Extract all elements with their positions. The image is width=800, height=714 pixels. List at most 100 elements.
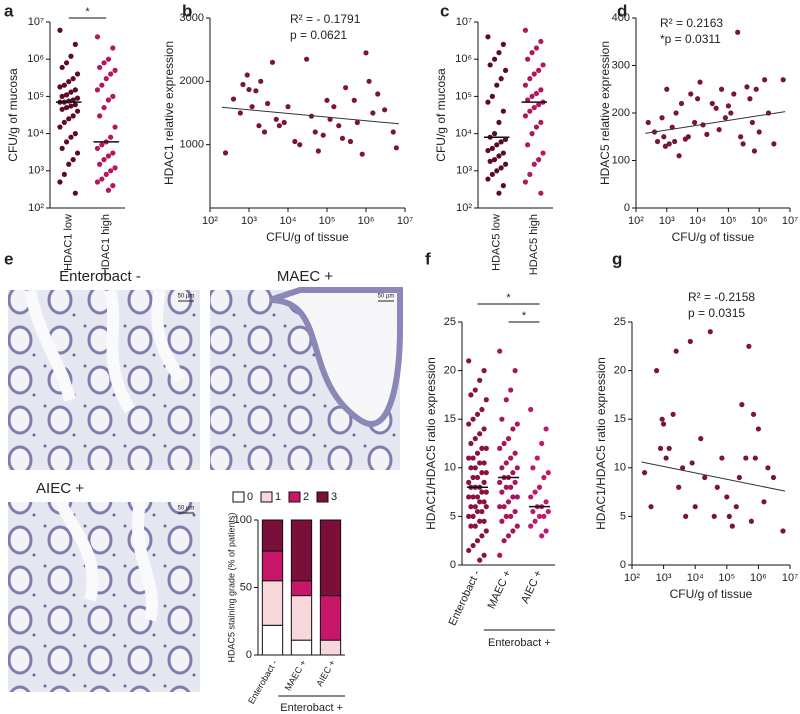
y-tick-label: 10³: [456, 165, 472, 177]
dot: [494, 168, 500, 174]
y-axis-label: HDAC5 relative expression: [598, 41, 612, 185]
dot: [472, 504, 478, 510]
dot: [533, 90, 540, 97]
panel-letter: a: [4, 1, 14, 20]
dot: [722, 115, 729, 121]
dot: [755, 426, 762, 432]
scale-bar-label: 50 µm: [178, 294, 195, 300]
dot: [485, 99, 491, 105]
dot: [494, 82, 500, 88]
panel-letter: g: [612, 249, 622, 268]
y-axis-label: CFU/g of mucosa: [434, 68, 448, 162]
dot: [528, 494, 534, 500]
dot: [697, 79, 703, 85]
dot: [530, 465, 536, 471]
x-tick-label: 10⁴: [687, 572, 704, 584]
dot: [645, 119, 651, 126]
dot: [477, 499, 483, 505]
dot: [491, 131, 498, 137]
dot: [101, 157, 107, 163]
y-axis-label: HDAC5 staining grade (% of patients): [226, 512, 236, 662]
dot: [94, 145, 101, 152]
dot: [72, 131, 78, 137]
dot: [261, 129, 268, 135]
dot: [718, 86, 725, 92]
dot: [692, 119, 698, 126]
dot: [533, 45, 540, 51]
dot: [479, 533, 485, 539]
dot: [497, 348, 503, 354]
image-label: Enterobact -: [59, 268, 141, 285]
dot: [366, 78, 372, 84]
dot: [237, 110, 243, 116]
dot: [514, 465, 520, 471]
legend-label: 0: [247, 491, 253, 503]
y-tick-label: 25: [614, 316, 626, 328]
dot: [747, 96, 753, 102]
dot: [470, 455, 476, 461]
dot: [702, 474, 708, 481]
bar-segment: [319, 595, 342, 641]
dot: [474, 450, 481, 456]
dot: [508, 387, 514, 393]
dot: [505, 499, 512, 505]
dot: [63, 92, 70, 98]
dot: [695, 96, 701, 102]
y-tick-label: 10²: [456, 202, 472, 214]
x-tick-label: 10³: [659, 215, 675, 227]
dot: [545, 508, 551, 515]
annotation: R² = -0.2158: [688, 290, 755, 304]
dot: [707, 329, 713, 335]
y-tick-label: 0: [450, 559, 456, 571]
dot: [501, 504, 507, 510]
y-axis-label: CFU/g of mucosa: [6, 68, 20, 162]
dot: [363, 50, 369, 56]
dot: [479, 445, 485, 451]
y-tick-label: 300: [612, 59, 630, 71]
dot: [105, 187, 112, 193]
dot: [666, 141, 672, 147]
dot: [57, 27, 63, 33]
dot: [532, 489, 538, 495]
group-label: Enterobact +: [488, 637, 551, 649]
bar-segment: [261, 624, 284, 656]
panel-letter: b: [182, 1, 192, 20]
dot: [59, 64, 65, 71]
dot: [70, 113, 76, 119]
dot: [331, 104, 337, 110]
dot: [531, 104, 537, 111]
dot: [497, 479, 503, 485]
dot: [499, 416, 505, 422]
x-tick-label: 10⁶: [750, 572, 767, 584]
dot: [481, 552, 487, 558]
y-tick-label: 25: [444, 316, 456, 328]
dot: [57, 179, 63, 185]
dot: [503, 397, 509, 403]
dot: [472, 436, 478, 442]
dot: [756, 129, 762, 135]
bar-segment: [261, 580, 284, 626]
legend-swatch: [288, 491, 301, 503]
dot: [510, 426, 516, 432]
dot: [659, 416, 665, 422]
x-tick-label: 10⁷: [782, 572, 798, 584]
y-tick-label: 15: [444, 413, 456, 425]
dot: [529, 131, 535, 137]
y-tick-label: 200: [612, 107, 630, 119]
dot: [672, 138, 678, 145]
dot: [522, 27, 529, 33]
dot: [497, 552, 503, 558]
dot: [285, 104, 291, 110]
dot: [735, 29, 741, 35]
dot: [765, 465, 771, 471]
dot: [753, 86, 759, 92]
y-tick-label: 5: [450, 510, 456, 522]
dot: [543, 499, 549, 505]
bar-segment: [261, 519, 284, 552]
dot: [752, 455, 758, 461]
dot: [510, 470, 516, 476]
dot: [527, 108, 533, 114]
dot: [477, 377, 483, 383]
x-tick-label: HDAC5 low: [491, 214, 503, 271]
